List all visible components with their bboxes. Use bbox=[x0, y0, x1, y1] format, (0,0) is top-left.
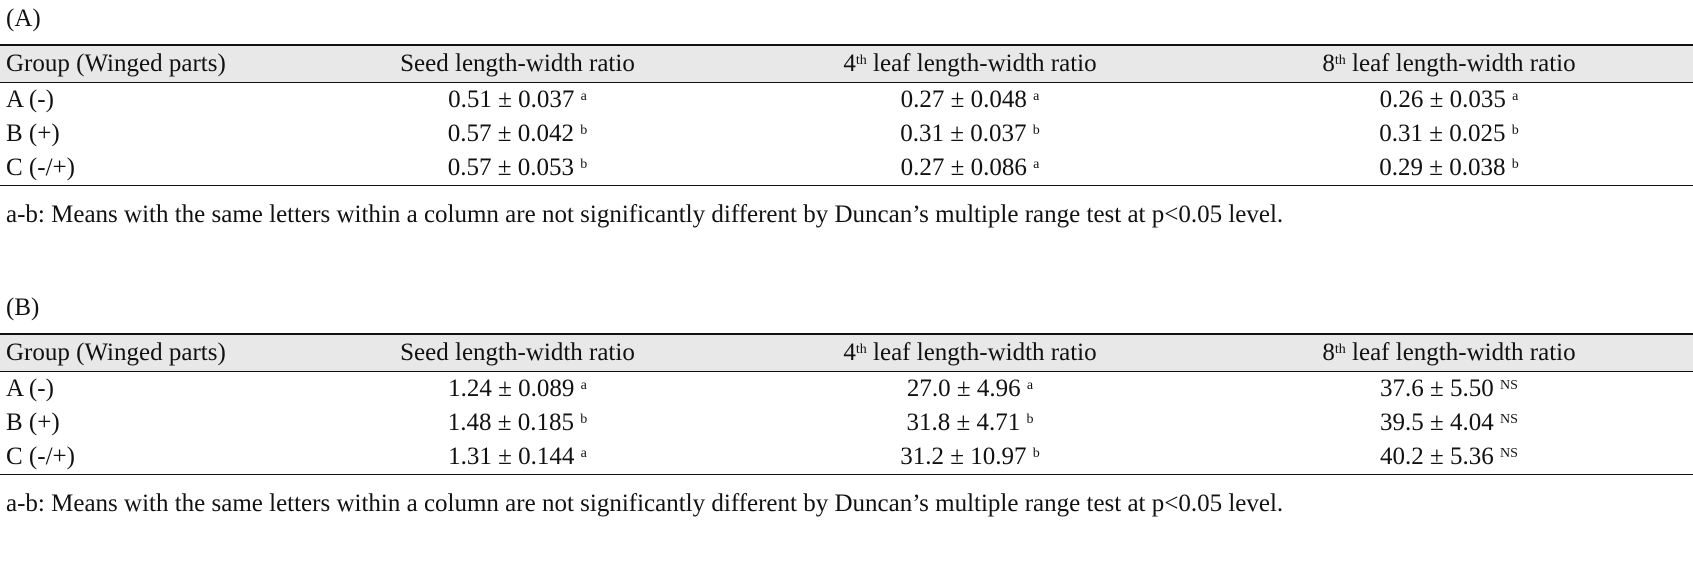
value-cell: 37.6 ± 5.50 NS bbox=[1380, 375, 1518, 402]
group-cell: B (+) bbox=[6, 409, 60, 436]
table-row: A (-) 0.51 ± 0.037 a 0.27 ± 0.048 a 0.26… bbox=[0, 83, 1693, 118]
header-8th-leaf-ratio: 8th leaf length-width ratio bbox=[1322, 50, 1576, 77]
table-a: Group (Winged parts) Seed length-width r… bbox=[0, 44, 1693, 186]
value-cell: 0.26 ± 0.035 a bbox=[1379, 86, 1519, 113]
group-cell: B (+) bbox=[6, 120, 60, 147]
header-seed-ratio: Seed length-width ratio bbox=[400, 50, 635, 77]
table-a-footnote: a-b: Means with the same letters within … bbox=[6, 201, 1284, 228]
value-cell: 40.2 ± 5.36 NS bbox=[1380, 443, 1518, 470]
header-4th-leaf-ratio: 4th leaf length-width ratio bbox=[843, 339, 1097, 366]
group-cell: C (-/+) bbox=[6, 443, 75, 470]
value-cell: 0.31 ± 0.025 b bbox=[1379, 120, 1519, 147]
value-cell: 0.31 ± 0.037 b bbox=[900, 120, 1040, 147]
value-cell: 39.5 ± 4.04 NS bbox=[1380, 409, 1518, 436]
value-cell: 0.27 ± 0.086 a bbox=[900, 154, 1040, 181]
table-b-label: (B) bbox=[6, 294, 40, 321]
value-cell: 0.29 ± 0.038 b bbox=[1379, 154, 1519, 181]
value-cell: 1.24 ± 0.089 a bbox=[448, 375, 587, 402]
header-seed-ratio: Seed length-width ratio bbox=[400, 339, 635, 366]
table-row: B (+) 0.57 ± 0.042 b 0.31 ± 0.037 b 0.31… bbox=[0, 117, 1693, 151]
table-row: C (-/+) 0.57 ± 0.053 b 0.27 ± 0.086 a 0.… bbox=[0, 151, 1693, 186]
table-row: B (+) 1.48 ± 0.185 b 31.8 ± 4.71 b 39.5 … bbox=[0, 406, 1693, 440]
value-cell: 31.8 ± 4.71 b bbox=[906, 409, 1034, 436]
table-b-header-row: Group (Winged parts) Seed length-width r… bbox=[0, 334, 1693, 372]
group-cell: A (-) bbox=[6, 375, 54, 402]
group-cell: C (-/+) bbox=[6, 154, 75, 181]
value-cell: 0.27 ± 0.048 a bbox=[900, 86, 1040, 113]
value-cell: 0.51 ± 0.037 a bbox=[448, 86, 587, 113]
value-cell: 1.31 ± 0.144 a bbox=[448, 443, 587, 470]
header-8th-leaf-ratio: 8th leaf length-width ratio bbox=[1322, 339, 1576, 366]
table-row: A (-) 1.24 ± 0.089 a 27.0 ± 4.96 a 37.6 … bbox=[0, 372, 1693, 407]
header-group: Group (Winged parts) bbox=[6, 50, 226, 77]
value-cell: 1.48 ± 0.185 b bbox=[447, 409, 588, 436]
table-row: C (-/+) 1.31 ± 0.144 a 31.2 ± 10.97 b 40… bbox=[0, 440, 1693, 475]
value-cell: 31.2 ± 10.97 b bbox=[900, 443, 1040, 470]
table-a-label: (A) bbox=[6, 5, 41, 32]
table-b: Group (Winged parts) Seed length-width r… bbox=[0, 333, 1693, 475]
value-cell: 0.57 ± 0.053 b bbox=[447, 154, 588, 181]
table-b-footnote: a-b: Means with the same letters within … bbox=[6, 490, 1284, 517]
group-cell: A (-) bbox=[6, 86, 54, 113]
header-group: Group (Winged parts) bbox=[6, 339, 226, 366]
value-cell: 0.57 ± 0.042 b bbox=[447, 120, 588, 147]
table-a-header-row: Group (Winged parts) Seed length-width r… bbox=[0, 45, 1693, 83]
value-cell: 27.0 ± 4.96 a bbox=[906, 375, 1034, 402]
header-4th-leaf-ratio: 4th leaf length-width ratio bbox=[843, 50, 1097, 77]
